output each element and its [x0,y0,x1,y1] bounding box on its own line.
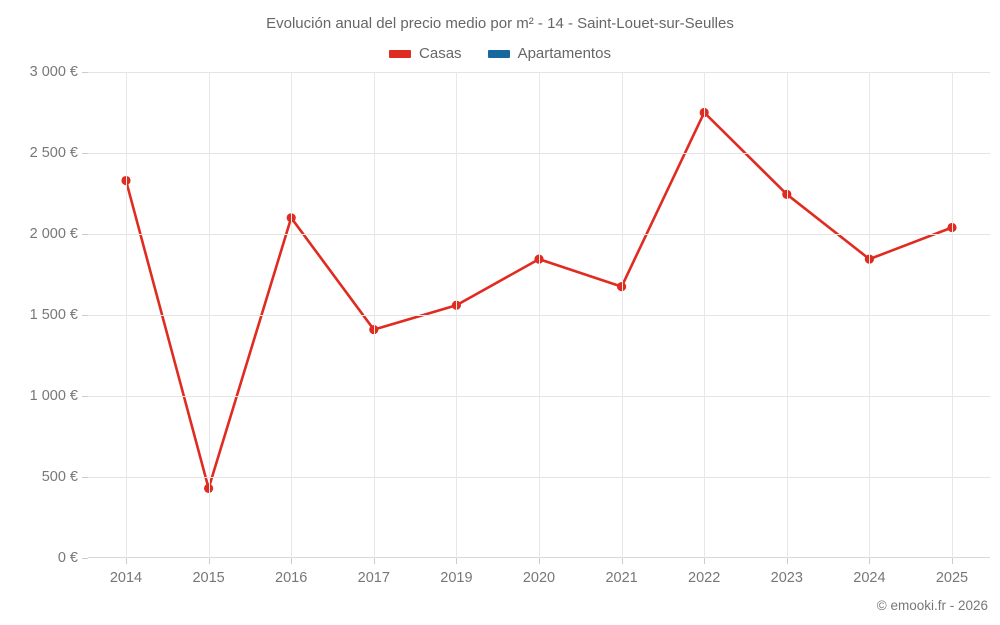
y-axis-tick-label: 500 € [41,469,78,485]
plot-area [88,72,990,558]
gridline-vertical [373,72,375,558]
x-axis-tick-mark [291,558,293,564]
gridline-vertical [786,72,788,558]
x-axis-tick-mark [786,558,788,564]
x-axis-tick-label: 2014 [109,570,143,586]
gridline-vertical [291,72,293,558]
y-axis-tick-mark [82,72,88,73]
gridline-vertical [126,72,127,558]
chart-title: Evolución anual del precio medio por m² … [266,15,734,32]
y-axis-tick-mark [82,477,88,478]
x-axis-tick-mark [621,558,623,564]
x-axis-tick-mark [869,558,871,564]
gridline-vertical [456,72,458,558]
y-axis-tick-mark [82,558,88,559]
x-axis-tick-mark [456,558,458,564]
x-axis-tick-label: 2015 [192,570,225,586]
y-axis-tick-mark [82,234,88,235]
y-axis-tick-label: 3 000 € [29,64,78,80]
x-axis-tick-label: 2017 [357,570,390,586]
legend-swatch-icon [487,49,510,58]
gridline-vertical [704,72,706,558]
x-axis-tick-label: 2021 [605,570,638,586]
y-axis-tick-label: 1 000 € [29,388,78,404]
chart-legend: Casas Apartamentos [0,45,1000,62]
x-axis-tick-label: 2020 [522,570,556,586]
x-axis-tick-mark [126,558,127,564]
x-axis-tick-label: 2022 [688,570,721,586]
gridline-vertical [621,72,623,558]
gridline-vertical [952,72,953,558]
y-axis-tick-label: 0 € [57,550,78,566]
y-axis-tick-mark [82,315,88,316]
footer-copyright: © emooki.fr - 2026 [876,598,988,613]
x-axis-tick-label: 2019 [440,570,473,586]
legend-item-label: Casas [419,45,462,62]
y-axis-tick-label: 2 000 € [29,226,78,242]
x-axis-tick-mark [952,558,953,564]
legend-swatch-icon [389,49,412,58]
y-axis-tick-label: 1 500 € [29,307,78,323]
x-axis-tick-label: 2016 [275,570,308,586]
x-axis-tick-mark [539,558,540,564]
y-axis-tick-mark [82,153,88,154]
x-axis-tick-mark [373,558,375,564]
y-axis-tick-label: 2 500 € [29,145,78,161]
legend-item-apartamentos[interactable]: Apartamentos [487,45,611,62]
legend-item-label: Apartamentos [517,45,611,62]
gridline-vertical [869,72,871,558]
gridline-vertical [208,72,210,558]
x-axis-tick-label: 2024 [853,570,886,586]
y-axis-tick-mark [82,396,88,397]
x-axis-tick-label: 2023 [770,570,803,586]
x-axis-tick-mark [704,558,706,564]
legend-item-casas[interactable]: Casas [389,45,462,62]
gridline-vertical [539,72,540,558]
x-axis-tick-label: 2025 [935,570,969,586]
x-axis-tick-mark [208,558,210,564]
